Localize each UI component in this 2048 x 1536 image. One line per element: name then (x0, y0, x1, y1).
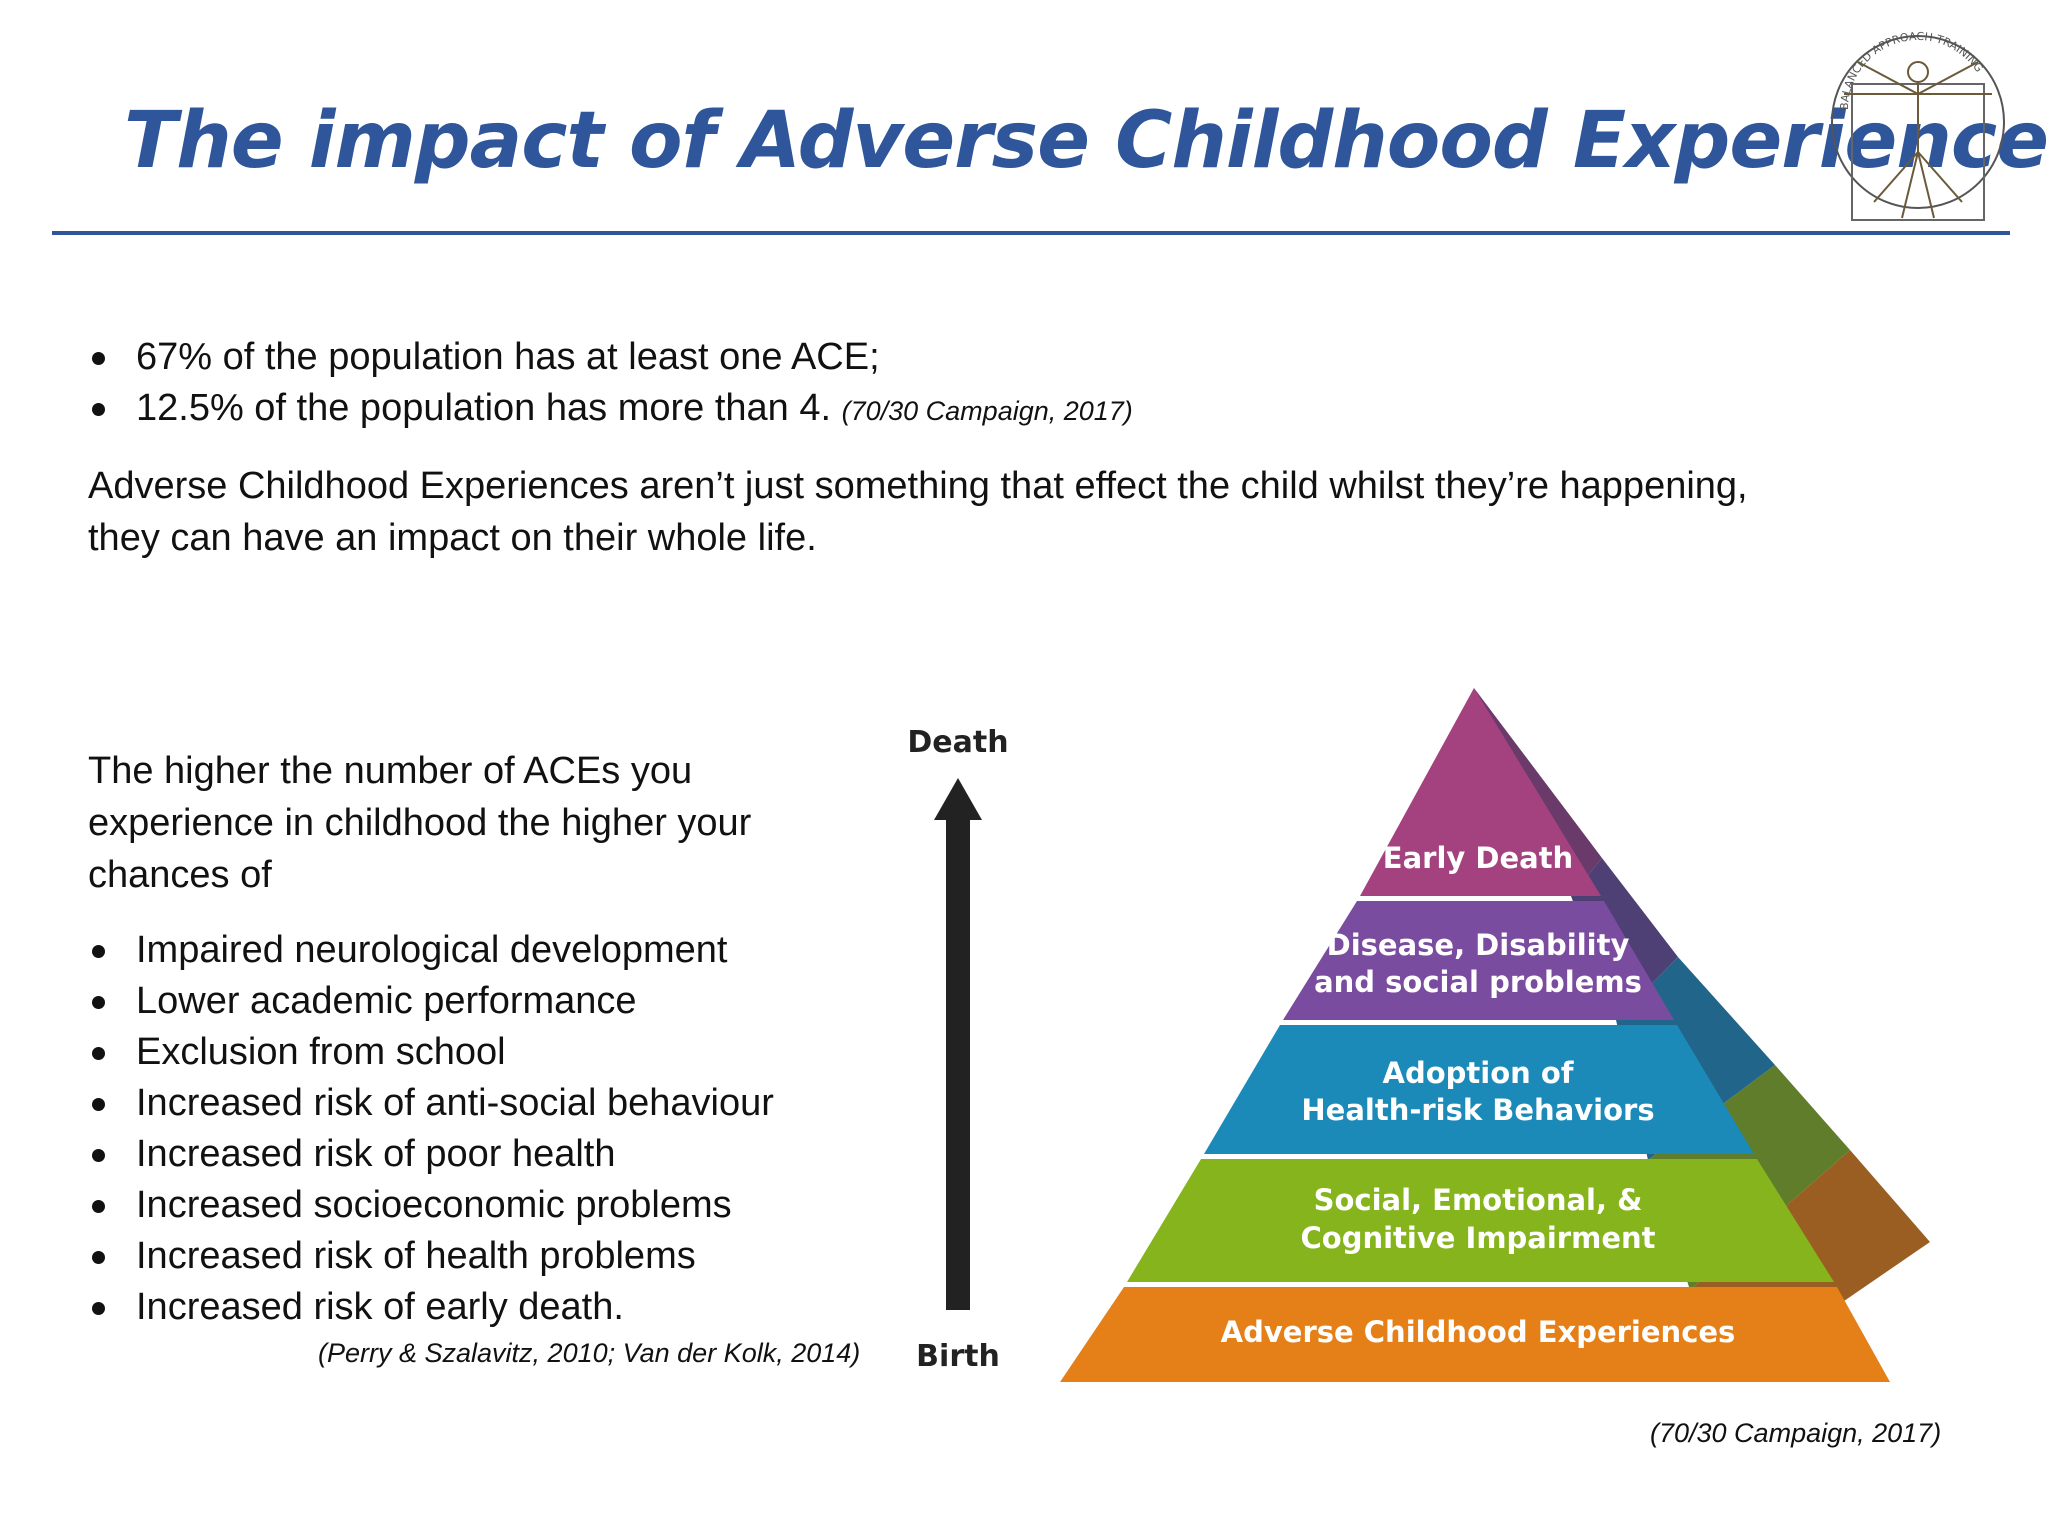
ace-pyramid-diagram: Death Birth Early Death Disease, Disabil… (907, 688, 1930, 1382)
logo-circle (1831, 35, 2005, 209)
outcomes-bullet-list: Impaired neurological development Lower … (88, 925, 774, 1333)
tier-early-death: Early Death (1360, 688, 1601, 896)
tier-disease-disability: Disease, Disability and social problems (1283, 901, 1674, 1020)
tier-label: Health-risk Behaviors (1301, 1093, 1654, 1127)
arrow-top-label: Death (907, 725, 1008, 760)
tier-label: Disease, Disability (1327, 928, 1630, 962)
tier-label: Cognitive Impairment (1301, 1221, 1656, 1255)
outcomes-citation: (Perry & Szalavitz, 2010; Van der Kolk, … (318, 1338, 861, 1368)
outcomes-intro: The higher the number of ACEs you experi… (88, 745, 751, 901)
list-item: Exclusion from school (88, 1027, 774, 1078)
list-item: Lower academic performance (88, 976, 774, 1027)
vitruvian-man-logo: BALANCED APPROACH TRAINING (1831, 30, 2005, 221)
list-item: Increased socioeconomic problems (88, 1180, 774, 1231)
intro-bullet-list: 67% of the population has at least one A… (88, 332, 1133, 434)
slide-title: The impact of Adverse Childhood Experien… (124, 96, 2048, 186)
tier-label: Social, Emotional, & (1314, 1183, 1643, 1217)
logo-figure (1844, 61, 1992, 219)
arrow-bottom-label: Birth (916, 1339, 1000, 1374)
list-item: 67% of the population has at least one A… (88, 332, 1133, 383)
tier-adverse-childhood-experiences: Adverse Childhood Experiences (1060, 1287, 1890, 1382)
list-item: Increased risk of health problems (88, 1231, 774, 1282)
list-item: 12.5% of the population has more than 4.… (88, 383, 1133, 434)
paragraph-line: The higher the number of ACEs you (88, 750, 693, 792)
tier-label: Adverse Childhood Experiences (1221, 1315, 1736, 1349)
title-divider (52, 231, 2010, 235)
tier-label: Early Death (1383, 841, 1573, 875)
tier-label: and social problems (1314, 965, 1642, 999)
tier-social-emotional-cognitive: Social, Emotional, & Cognitive Impairmen… (1127, 1159, 1834, 1282)
paragraph-line: Adverse Childhood Experiences aren’t jus… (88, 465, 1748, 507)
up-arrow-icon (934, 778, 982, 1310)
inline-citation: (70/30 Campaign, 2017) (841, 396, 1133, 426)
list-item: Increased risk of poor health (88, 1129, 774, 1180)
list-item: Increased risk of anti-social behaviour (88, 1078, 774, 1129)
list-item: Increased risk of early death. (88, 1282, 774, 1333)
list-item: Impaired neurological development (88, 925, 774, 976)
tier-label: Adoption of (1383, 1056, 1574, 1090)
bullet-text: 67% of the population has at least one A… (136, 336, 880, 378)
intro-paragraph: Adverse Childhood Experiences aren’t jus… (88, 460, 1748, 564)
diagram-citation: (70/30 Campaign, 2017) (1650, 1418, 1942, 1448)
tier-health-risk-behaviors: Adoption of Health-risk Behaviors (1204, 1025, 1754, 1154)
paragraph-line: they can have an impact on their whole l… (88, 517, 817, 559)
bullet-text: 12.5% of the population has more than 4. (136, 387, 832, 429)
paragraph-line: chances of (88, 854, 272, 896)
paragraph-line: experience in childhood the higher your (88, 802, 752, 844)
